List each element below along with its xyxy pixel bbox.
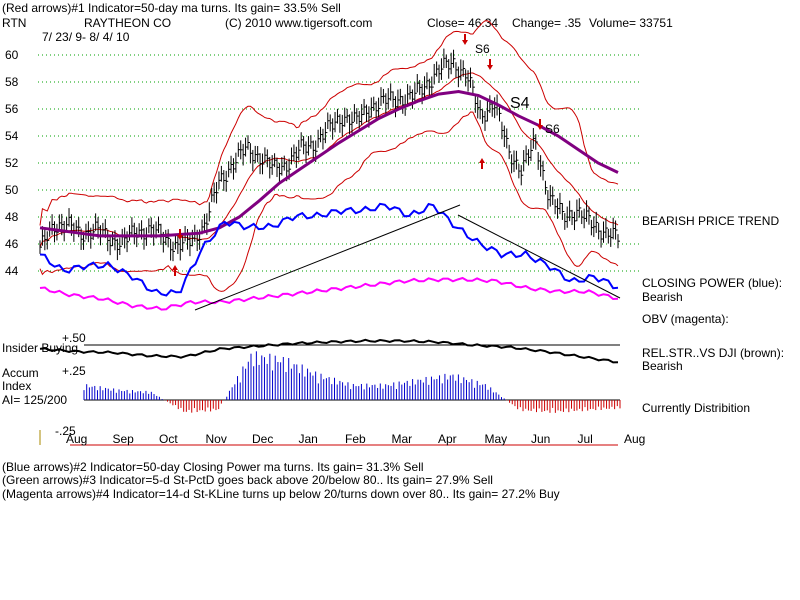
y-tick-56: 56 [5, 102, 19, 116]
indicator-3-caption: (Green arrows)#3 Indicator=5-d St-PctD g… [2, 473, 493, 487]
minus-25-label: -.25 [55, 424, 76, 438]
relstr-label: REL.STR..VS DJI (brown): [642, 346, 785, 360]
relstr-state: Bearish [642, 359, 683, 373]
price-gridlines [38, 54, 640, 272]
month-label-5: Jan [299, 432, 318, 446]
sell-arrow-jun [537, 119, 543, 130]
y-tick-50: 50 [5, 183, 19, 197]
sell-arrow-oct [177, 229, 183, 240]
month-label-7: Mar [392, 432, 413, 446]
index-label: Index [2, 379, 32, 393]
obv-line [39, 276, 619, 311]
indicator-lines [39, 202, 621, 364]
company-name: RAYTHEON CO [84, 16, 172, 30]
closing-power-label: CLOSING POWER (blue): [642, 276, 783, 290]
month-axis: Aug Sep Oct Nov Dec Jan Feb Mar Apr May Jun Jul Aug [39, 430, 645, 446]
copyright-text: (C) 2010 www.tigersoft.com [225, 16, 373, 30]
change-value: Change= .35 [512, 16, 582, 30]
month-label-9: May [485, 432, 508, 446]
month-label-1: Sep [113, 432, 135, 446]
price-axis-ticks: 44 46 48 50 52 54 56 58 60 [5, 48, 19, 278]
indicator-2-caption: (Blue arrows)#2 Indicator=50-day Closing… [2, 460, 424, 474]
month-label-10: Jun [531, 432, 550, 446]
volume-value: Volume= 33751 [589, 16, 673, 30]
month-label-6: Feb [345, 432, 366, 446]
y-tick-48: 48 [5, 210, 19, 224]
distribution-label: Currently Distribition [642, 401, 751, 415]
y-tick-54: 54 [5, 129, 19, 143]
price-bars [39, 48, 620, 262]
y-tick-60: 60 [5, 48, 19, 62]
relstr-line [39, 338, 619, 364]
y-tick-46: 46 [5, 237, 19, 251]
upper-band [39, 20, 619, 226]
lower-band [39, 111, 619, 292]
accumulation-panel [83, 344, 621, 413]
month-label-0: Aug [66, 432, 87, 446]
plus-25-label: +.25 [62, 364, 86, 378]
s6-top-label: S6 [475, 42, 490, 56]
closing-power-line [39, 202, 619, 297]
sell-arrow-may [487, 59, 493, 70]
month-label-4: Dec [252, 432, 273, 446]
bearish-trend-label: BEARISH PRICE TREND [642, 214, 780, 228]
indicator-4-caption: (Magenta arrows)#4 Indicator=14-d St-KLi… [2, 487, 560, 501]
month-label-11: Jul [578, 432, 593, 446]
moving-average [39, 89, 619, 238]
y-tick-52: 52 [5, 156, 19, 170]
s6-jun-label: S6 [545, 122, 560, 136]
obv-label: OBV (magenta): [642, 312, 729, 326]
s4-label: S4 [510, 95, 530, 112]
cp-uptrend-line [194, 204, 461, 311]
month-label-3: Nov [206, 432, 227, 446]
buy-arrow-may [479, 158, 485, 169]
month-label-8: Apr [438, 432, 457, 446]
ticker-symbol: RTN [2, 16, 27, 30]
month-label-12: Aug [624, 432, 645, 446]
indicator-1-caption: (Red arrows)#1 Indicator=50-day ma turns… [2, 1, 341, 15]
month-label-2: Oct [159, 432, 178, 446]
signal-annotations: S6 S4 S6 [172, 34, 560, 276]
plus-50-label: +.50 [62, 331, 86, 345]
date-range: 7/ 23/ 9- 8/ 4/ 10 [42, 30, 130, 44]
accum-label: Accum [2, 366, 39, 380]
y-tick-58: 58 [5, 75, 19, 89]
ma50-line [39, 89, 619, 238]
y-tick-44: 44 [5, 264, 19, 278]
ai-score: AI= 125/200 [2, 393, 68, 407]
buy-arrow-oct [172, 265, 178, 276]
close-value: Close= 46.34 [427, 16, 499, 30]
cp-downtrend-line [457, 214, 621, 299]
closing-power-state: Bearish [642, 290, 683, 304]
sell-arrow-apr [462, 34, 468, 45]
